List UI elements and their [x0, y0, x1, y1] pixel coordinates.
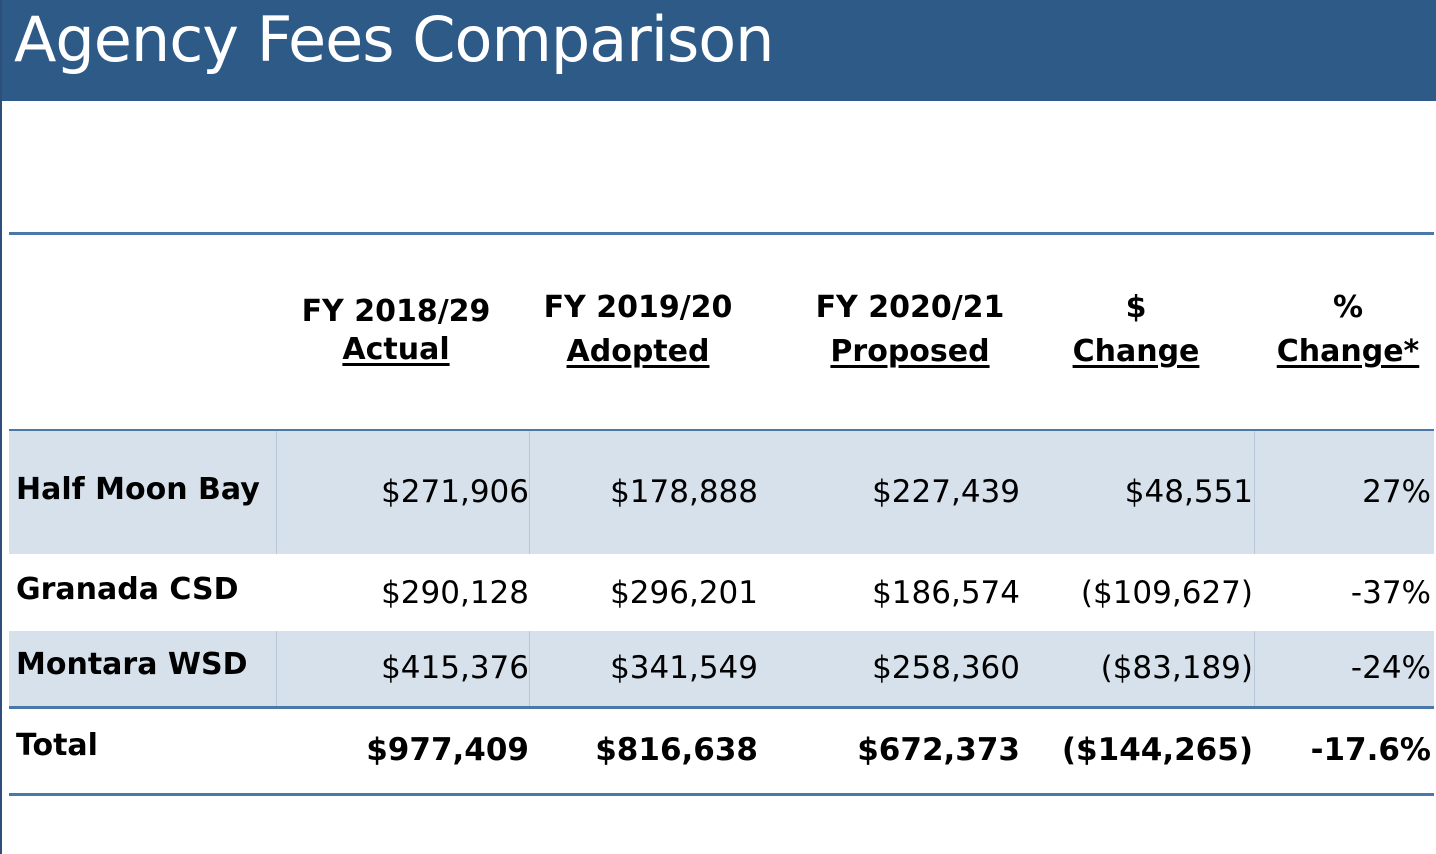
- table-cell: ($109,627): [1080, 575, 1253, 611]
- column-header-line1: FY 2020/21: [815, 290, 1005, 325]
- page-title: Agency Fees Comparison: [14, 3, 774, 76]
- column-header-line2: Change: [1072, 334, 1200, 369]
- col-divider: [1254, 431, 1255, 554]
- row-label: Granada CSD: [16, 572, 239, 607]
- left-border: [0, 0, 2, 854]
- table-cell: -24%: [1350, 650, 1431, 686]
- table-cell: $186,574: [872, 575, 1020, 611]
- title-bar: Agency Fees Comparison: [0, 0, 1436, 101]
- col-divider: [276, 431, 277, 554]
- table-cell: -37%: [1350, 575, 1431, 611]
- table-cell: 27%: [1362, 474, 1431, 510]
- table-bottom-rule: [9, 793, 1434, 796]
- total-label: Total: [16, 728, 98, 763]
- column-header-line2: Adopted: [566, 334, 710, 369]
- table-cell: ($83,189): [1100, 650, 1253, 686]
- header-bottom-rule: [9, 429, 1434, 431]
- table-cell: $227,439: [872, 474, 1020, 510]
- table-top-rule: [9, 232, 1434, 235]
- row-band-3: [9, 631, 1434, 706]
- column-header-line1: %: [1332, 290, 1364, 325]
- total-cell: $977,409: [366, 732, 529, 768]
- row-label: Montara WSD: [16, 647, 248, 682]
- row-band-1: [9, 431, 1434, 554]
- table-cell: $258,360: [872, 650, 1020, 686]
- column-header-line1: $: [1125, 290, 1147, 325]
- column-header-fy2020: FY 2020/21 Proposed: [800, 286, 1020, 374]
- column-header-line1: FY 2018/29: [301, 294, 491, 329]
- column-header-fy2019: FY 2019/20 Adopted: [533, 286, 743, 374]
- col-divider: [1254, 631, 1255, 706]
- col-divider: [276, 631, 277, 706]
- table-cell: $271,906: [381, 474, 529, 510]
- total-cell: ($144,265): [1061, 732, 1253, 768]
- column-header-percent-change: % Change*: [1266, 286, 1430, 374]
- table-cell: $415,376: [381, 650, 529, 686]
- row-label: Half Moon Bay: [16, 472, 260, 507]
- total-cell: -17.6%: [1310, 732, 1431, 768]
- table-cell: $48,551: [1124, 474, 1253, 510]
- table-cell: $290,128: [381, 575, 529, 611]
- column-header-line1: FY 2019/20: [543, 290, 733, 325]
- column-header-fy2018: FY 2018/29 Actual: [296, 290, 496, 372]
- table-cell: $296,201: [610, 575, 758, 611]
- column-header-dollar-change: $ Change: [1056, 286, 1216, 374]
- col-divider: [529, 631, 530, 706]
- col-divider: [529, 431, 530, 554]
- total-top-rule: [9, 706, 1434, 709]
- table-cell: $178,888: [610, 474, 758, 510]
- column-header-line2: Change*: [1276, 334, 1420, 369]
- total-cell: $816,638: [595, 732, 758, 768]
- column-header-line2: Proposed: [830, 334, 990, 369]
- table-cell: $341,549: [610, 650, 758, 686]
- column-header-line2: Actual: [342, 332, 450, 367]
- total-cell: $672,373: [857, 732, 1020, 768]
